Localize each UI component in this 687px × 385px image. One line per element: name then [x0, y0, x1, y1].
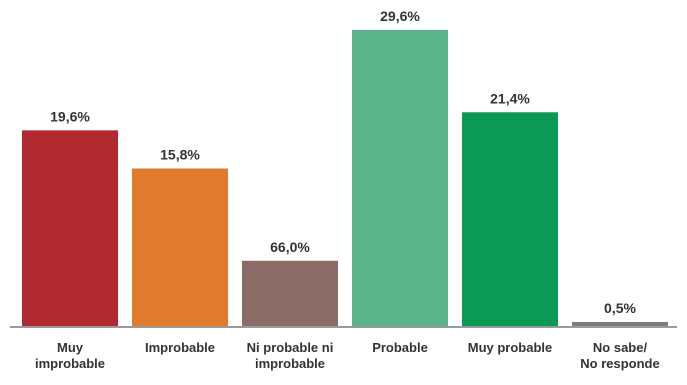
bar-2 — [242, 260, 338, 327]
category-label-5-line-1: No responde — [580, 356, 659, 371]
value-labels-group: 19,6% 15,8% 66,0% 29,6% 21,4% 0,5% — [50, 8, 636, 316]
bar-4 — [462, 112, 558, 327]
bar-0 — [22, 130, 118, 327]
category-label-0: Muy improbable — [35, 340, 105, 371]
category-label-2-line-1: improbable — [255, 356, 325, 371]
bar-5 — [572, 321, 668, 327]
category-label-2: Ni probable ni improbable — [247, 340, 334, 371]
category-label-0-line-0: Muy — [57, 340, 84, 355]
value-label-4: 21,4% — [490, 90, 530, 106]
bars-group — [22, 30, 668, 327]
value-label-0: 19,6% — [50, 108, 90, 124]
value-label-3: 29,6% — [380, 8, 420, 24]
category-label-1-line-0: Improbable — [145, 340, 215, 355]
category-label-4-line-0: Muy probable — [468, 340, 553, 355]
bar-3 — [352, 30, 448, 327]
value-label-5: 0,5% — [604, 300, 636, 316]
category-label-0-line-1: improbable — [35, 356, 105, 371]
category-label-3-line-0: Probable — [372, 340, 428, 355]
bar-1 — [132, 168, 228, 327]
category-label-4: Muy probable — [468, 340, 553, 355]
category-label-5-line-0: No sabe/ — [593, 340, 648, 355]
value-label-2: 66,0% — [270, 239, 310, 255]
value-label-1: 15,8% — [160, 146, 200, 162]
category-label-5: No sabe/No responde — [580, 340, 659, 371]
category-label-2-line-0: Ni probable ni — [247, 340, 334, 355]
category-label-1: Improbable — [145, 340, 215, 355]
category-label-3: Probable — [372, 340, 428, 355]
